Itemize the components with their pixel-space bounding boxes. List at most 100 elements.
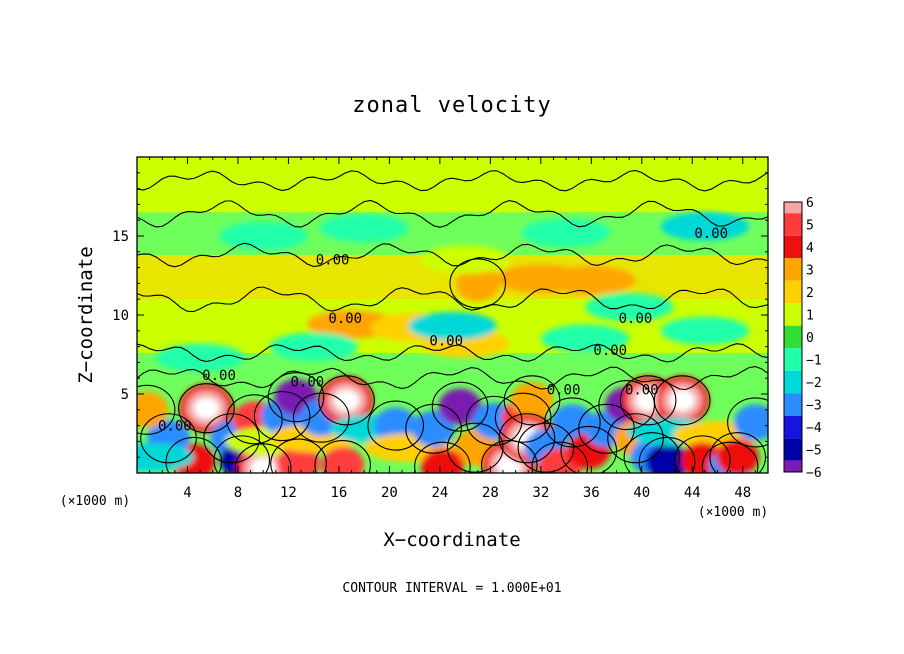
x-tick-label: 12: [280, 485, 297, 501]
zero-contour: [267, 372, 325, 423]
zero-contour-lines: [137, 169, 768, 473]
colorbar-swatch: [784, 202, 802, 214]
x-unit-left: (×1000 m): [60, 494, 130, 509]
colorbar-swatch: [784, 325, 802, 349]
zero-contour: [498, 413, 556, 464]
feature-core: [250, 457, 277, 473]
zero-contour: [480, 440, 538, 473]
x-tick-label: 36: [583, 485, 600, 501]
colorbar-label: −4: [806, 421, 822, 436]
feature-blob: [321, 446, 365, 473]
feature-blob: [438, 388, 482, 425]
zero-contour: [701, 441, 759, 473]
feature-blob: [155, 343, 245, 372]
x-tick-label: 44: [684, 485, 701, 501]
contour-labels: 0.00 0.00 0.00 0.00 0.00 0.00 0.00 0.00 0.00 0.00…: [158, 226, 728, 435]
contour-label: 0.00: [328, 311, 362, 327]
zero-contour: [414, 441, 471, 473]
zero-contour: [638, 436, 696, 473]
velocity-features: [137, 166, 768, 473]
y-tick-label: 5: [121, 387, 129, 403]
zero-contour: [465, 395, 523, 446]
feature-blob: [408, 311, 497, 341]
colorbar-swatch: [784, 303, 802, 326]
zero-contour: [137, 286, 768, 313]
colorbar-label: −1: [806, 354, 822, 369]
x-tick-label: 24: [431, 485, 448, 501]
contour-label: 0.00: [694, 226, 728, 242]
feature-blob: [137, 391, 169, 428]
zero-contour: [213, 435, 271, 473]
x-tick-label: 4: [183, 485, 191, 501]
x-tick-label: 20: [381, 485, 398, 501]
zero-contour: [405, 403, 462, 454]
zero-contour: [253, 391, 311, 442]
feature-blob: [521, 218, 611, 248]
colorbar-label: 1: [806, 309, 814, 324]
colorbar-swatch: [784, 393, 802, 416]
feature-blob: [420, 245, 510, 274]
zero-contour: [314, 440, 372, 473]
zero-contour: [653, 375, 711, 426]
x-tick-label: 48: [734, 485, 751, 501]
zero-contour: [137, 366, 768, 391]
zero-contour: [544, 397, 601, 448]
zero-contour: [137, 169, 768, 192]
contour-label: 0.00: [625, 382, 659, 398]
plot-area: 0.00 0.00 0.00 0.00 0.00 0.00 0.00 0.00 0.00 0.00…: [137, 157, 768, 473]
colorbar-swatch: [784, 348, 802, 371]
zero-contour: [560, 425, 618, 473]
x-unit-right: (×1000 m): [698, 505, 768, 520]
zero-contour: [165, 436, 223, 473]
colorbar-swatch: [784, 370, 802, 394]
contour-label: 0.00: [547, 382, 581, 398]
zero-contour: [178, 383, 235, 434]
zero-contour: [367, 400, 425, 451]
zero-contour: [226, 394, 283, 445]
colorbar-swatch: [784, 235, 802, 259]
x-tick-label: 28: [482, 485, 499, 501]
colorbar-label: 6: [806, 196, 814, 211]
feature-core: [333, 389, 360, 412]
colorbar-label: −3: [806, 399, 822, 414]
contour-label: 0.00: [429, 333, 463, 349]
feature-blob: [456, 265, 500, 302]
contour-label: 0.00: [619, 311, 653, 327]
feature-core: [669, 389, 696, 412]
feature-core: [193, 397, 220, 420]
contour-label: 0.00: [593, 343, 627, 359]
x-tick-label: 32: [532, 485, 549, 501]
feature-blob: [370, 182, 459, 211]
contour-label: 0.00: [202, 368, 236, 384]
feature-blob: [547, 266, 636, 295]
x-tick-label: 8: [234, 485, 242, 501]
zero-contour: [270, 438, 327, 473]
x-tick-label: 40: [633, 485, 650, 501]
colorbar-swatch: [784, 280, 802, 304]
colorbar-label: 2: [806, 286, 814, 301]
feature-blob: [597, 166, 686, 195]
zero-contour: [140, 413, 197, 464]
feature-blob: [716, 439, 760, 473]
contour-interval-note: CONTOUR INTERVAL = 1.000E+01: [342, 581, 561, 596]
zero-contour: [234, 443, 292, 473]
feature-blob: [660, 316, 750, 346]
feature-blob: [219, 221, 308, 251]
zero-contour: [431, 381, 489, 432]
zero-contour: [607, 413, 664, 464]
chart-title: zonal velocity: [352, 93, 551, 118]
colorbar-frame: [783, 201, 803, 473]
colorbar-label: −2: [806, 376, 822, 391]
feature-blob: [585, 292, 674, 322]
colorbar-swatch: [784, 438, 802, 461]
zero-contour: [623, 432, 681, 473]
x-axis-label: X−coordinate: [383, 529, 520, 551]
zero-contour: [137, 199, 768, 228]
colorbar-swatch: [784, 258, 802, 281]
feature-blob: [550, 404, 594, 441]
zero-contour: [674, 435, 731, 473]
zero-contour: [203, 413, 260, 464]
feature-blob: [660, 212, 750, 241]
feature-blob: [510, 382, 554, 419]
y-axis-ticks: 5 10 15: [112, 172, 768, 458]
